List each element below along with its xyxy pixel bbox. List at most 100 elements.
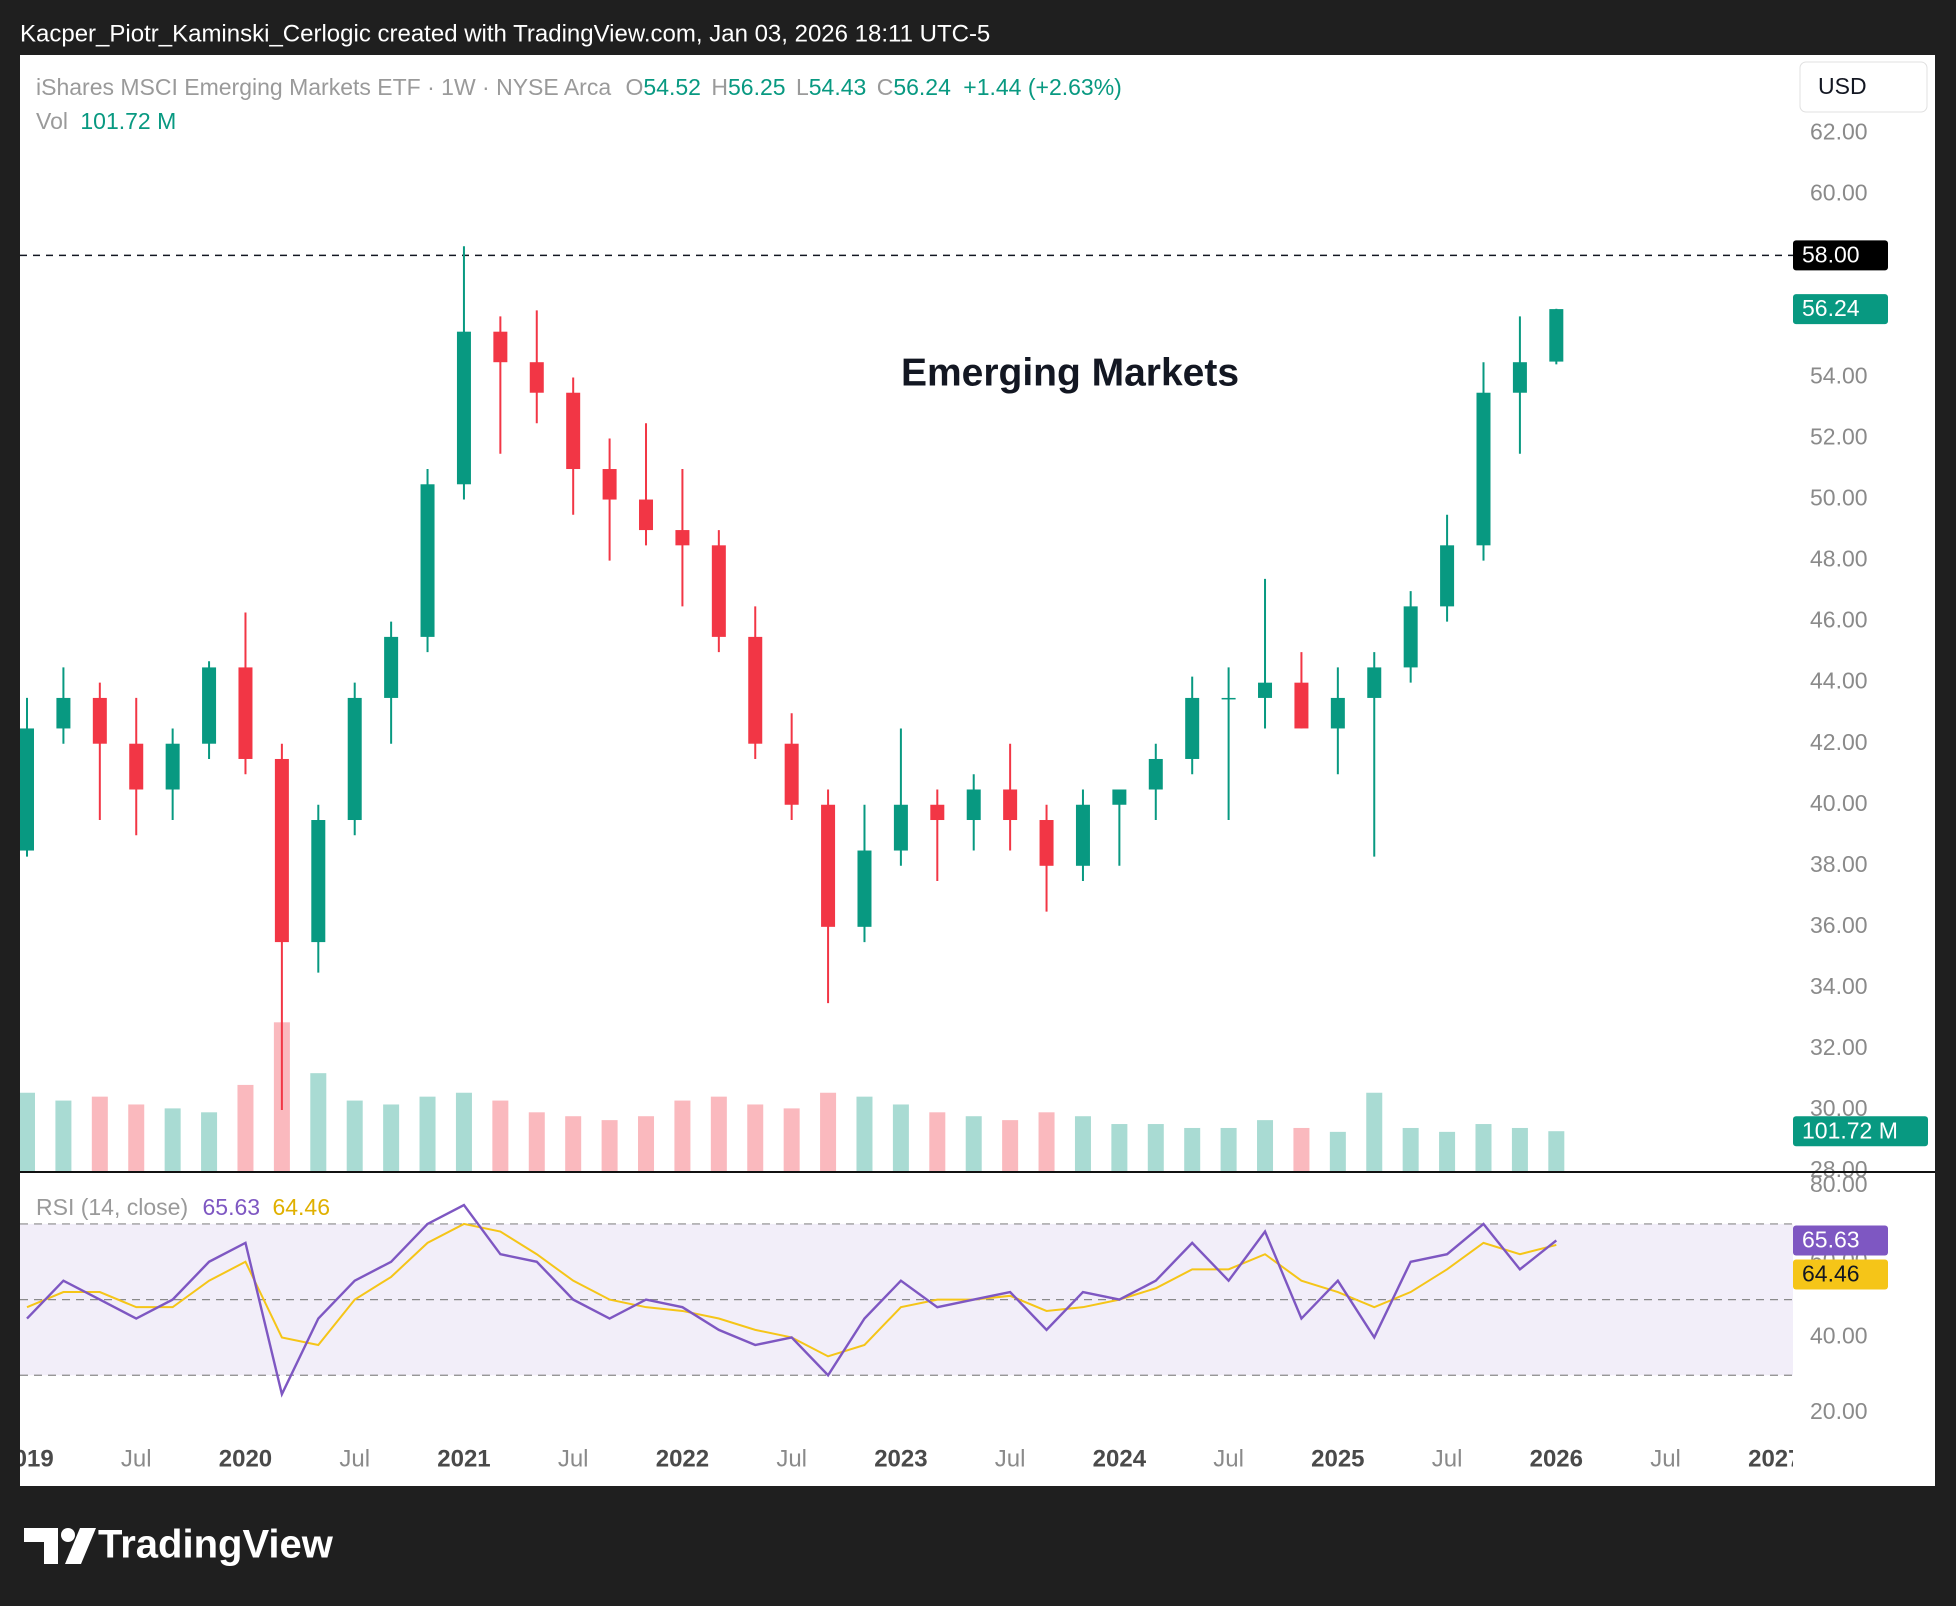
volume-bar xyxy=(1402,1127,1419,1171)
candle-body xyxy=(1549,309,1564,362)
candle-body xyxy=(493,331,508,363)
currency-button[interactable] xyxy=(1799,61,1928,113)
tradingview-logo: TradingView xyxy=(24,1523,334,1567)
rsi-ma-last-label: 64.46 xyxy=(1802,1261,1860,1287)
candle-body xyxy=(529,362,544,393)
y-tick-label: 50.00 xyxy=(1810,485,1868,511)
candle-body xyxy=(1221,697,1236,700)
volume-bar xyxy=(1548,1131,1565,1171)
volume-bar xyxy=(383,1104,400,1171)
volume-bar xyxy=(310,1073,327,1171)
volume-bar xyxy=(1184,1127,1201,1171)
candle-body xyxy=(857,850,872,927)
x-tick-label: 2026 xyxy=(1530,1445,1583,1472)
candle-body xyxy=(1512,362,1527,393)
logo-icon xyxy=(24,1528,58,1564)
legend-low: 54.43 xyxy=(809,74,867,100)
candle-body xyxy=(1367,667,1382,698)
level-label: 58.00 xyxy=(1802,241,1860,267)
rsi-last-label-box xyxy=(1793,1225,1888,1256)
volume-bar xyxy=(1074,1116,1091,1171)
x-axis: 2019 Jul 2020 Jul 2021 Jul 2022 Jul 2023 Jul 2024 J… xyxy=(20,1445,1793,1472)
x-tick-label: 2025 xyxy=(1311,1445,1364,1472)
y-tick-label: 44.00 xyxy=(1810,668,1868,694)
volume-bar xyxy=(55,1100,72,1171)
rsi-tick-label: 20.00 xyxy=(1810,1398,1868,1424)
candle-body xyxy=(1112,789,1127,805)
volume-bar xyxy=(1439,1131,1456,1171)
x-tick-label: Jul xyxy=(121,1445,152,1472)
level-label-box xyxy=(1793,240,1888,271)
y-tick-label: 54.00 xyxy=(1810,363,1868,389)
x-tick-label: Jul xyxy=(339,1445,370,1472)
candle-body xyxy=(711,545,726,637)
rsi-ma-last-label-box xyxy=(1793,1259,1888,1290)
candle-body xyxy=(1039,820,1054,866)
rsi-value: 65.63 xyxy=(203,1194,261,1220)
candle-body xyxy=(675,530,690,546)
candle-body xyxy=(311,820,326,943)
volume-bar xyxy=(528,1112,545,1171)
last-price-label: 56.24 xyxy=(1802,295,1860,321)
y-tick-label: 52.00 xyxy=(1810,424,1868,450)
x-tick-label: Jul xyxy=(776,1445,807,1472)
volume-bar xyxy=(747,1104,764,1171)
volume-bar xyxy=(965,1116,982,1171)
candle-body xyxy=(20,728,34,851)
legend-label: C xyxy=(877,74,894,100)
candle-body xyxy=(930,804,945,821)
candle-body xyxy=(347,697,362,821)
candle-body xyxy=(748,636,763,744)
rsi-last-label: 65.63 xyxy=(1802,1227,1860,1253)
last-price-label-box xyxy=(1793,294,1888,325)
rsi-tick-label: 80.00 xyxy=(1810,1171,1868,1197)
x-tick-label: 2024 xyxy=(1093,1445,1147,1472)
candle-body xyxy=(129,743,144,790)
volume-bar xyxy=(820,1092,837,1171)
candle-body xyxy=(602,469,617,500)
y-tick-label: 42.00 xyxy=(1810,729,1868,755)
x-tick-label: Jul xyxy=(1213,1445,1244,1472)
candle-body xyxy=(1476,392,1491,546)
y-tick-label: 60.00 xyxy=(1810,179,1868,205)
y-tick-label: 46.00 xyxy=(1810,607,1868,633)
legend-label: L xyxy=(796,74,809,100)
candle-body xyxy=(1003,789,1018,821)
volume-bar xyxy=(1002,1120,1019,1171)
volume-bar xyxy=(1511,1127,1528,1171)
volume-bar xyxy=(674,1100,691,1171)
y-tick-label: 38.00 xyxy=(1810,851,1868,877)
legend-change: +1.44 (+2.63%) xyxy=(963,74,1122,100)
volume-bar xyxy=(783,1108,800,1171)
x-tick-label: Jul xyxy=(1650,1445,1681,1472)
volume-bar xyxy=(892,1104,909,1171)
plot-area xyxy=(20,246,1793,1398)
legend-open: 54.52 xyxy=(643,74,701,100)
annotation: Emerging Markets xyxy=(901,351,1239,394)
last-volume-label-box xyxy=(1793,1116,1928,1147)
x-tick-label: 2022 xyxy=(656,1445,709,1472)
volume-bar xyxy=(201,1112,218,1171)
candle-body xyxy=(92,697,107,744)
x-tick-label: 2023 xyxy=(874,1445,927,1472)
x-tick-label: Jul xyxy=(558,1445,589,1472)
candle-body xyxy=(1440,545,1455,607)
candle-body xyxy=(1403,606,1418,668)
volume-bar xyxy=(419,1096,436,1171)
rsi-tick-label: 40.00 xyxy=(1810,1323,1868,1349)
candle-body xyxy=(238,667,253,759)
logo-text: TradingView xyxy=(98,1523,334,1567)
symbol: iShares MSCI Emerging Markets ETF · 1W ·… xyxy=(36,74,611,100)
volume-bar xyxy=(1475,1124,1492,1171)
volume-name: Vol xyxy=(36,108,68,134)
rsi-legend: RSI (14, close) 65.63 64.46 xyxy=(36,1194,330,1220)
currency-label[interactable]: USD xyxy=(1818,73,1867,99)
volume-bar xyxy=(1257,1120,1274,1171)
volume-bar xyxy=(1147,1124,1164,1171)
legend-label: O xyxy=(626,74,644,100)
volume-bar xyxy=(565,1116,582,1171)
candle-body xyxy=(966,789,981,821)
legend-close: 56.24 xyxy=(893,74,951,100)
candle-body xyxy=(1258,682,1273,698)
